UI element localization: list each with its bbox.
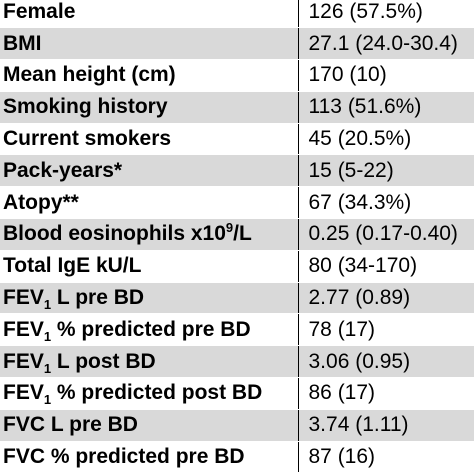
row-value-female: 126 (57.5%): [298, 0, 474, 29]
table-row: FEV1 L post BD 3.06 (0.95): [0, 345, 474, 379]
row-value-blood-eosinophils: 0.25 (0.17-0.40): [298, 218, 474, 251]
row-label-fvc-pct-pre: FVC % predicted pre BD: [0, 441, 299, 474]
row-value-fev1-l-pre: 2.77 (0.89): [298, 282, 474, 315]
label-text: FEV: [3, 381, 44, 405]
table-row: Female 126 (57.5%): [0, 0, 474, 29]
row-label-fev1-pct-post: FEV1 % predicted post BD: [0, 377, 299, 410]
table-row: Total IgE kU/L 80 (34-170): [0, 250, 474, 283]
table-row: FEV1 % predicted pre BD 78 (17): [0, 313, 474, 347]
label-text: FEV: [3, 317, 44, 341]
row-label-pack-years: Pack-years*: [0, 154, 299, 188]
row-label-total-ige: Total IgE kU/L: [0, 250, 299, 283]
row-value-fev1-l-post: 3.06 (0.95): [298, 345, 474, 379]
label-subscript: 1: [43, 392, 52, 408]
table-row: FEV1 % predicted post BD 86 (17): [0, 377, 474, 410]
row-value-current-smokers: 45 (20.5%): [298, 123, 474, 156]
label-superscript: 9: [225, 220, 234, 236]
label-text: L pre BD: [51, 286, 145, 310]
label-subscript: 1: [43, 360, 52, 376]
row-value-bmi: 27.1 (24.0-30.4): [298, 27, 474, 61]
label-text: L post BD: [51, 349, 156, 373]
label-text: FEV: [3, 349, 44, 373]
table-row: Smoking history 113 (51.6%): [0, 91, 474, 124]
row-value-pack-years: 15 (5-22): [298, 154, 474, 188]
label-text: % predicted pre BD: [51, 317, 251, 341]
table-row: FVC % predicted pre BD 87 (16): [0, 441, 474, 474]
row-value-fev1-pct-post: 86 (17): [298, 377, 474, 410]
label-text: % predicted post BD: [51, 381, 263, 405]
table-row: FVC L pre BD 3.74 (1.11): [0, 409, 474, 442]
row-label-female: Female: [0, 0, 299, 29]
row-label-bmi: BMI: [0, 27, 299, 61]
label-subscript: 1: [43, 297, 52, 313]
table-row: FEV1 L pre BD 2.77 (0.89): [0, 282, 474, 315]
table-row: Atopy** 67 (34.3%): [0, 186, 474, 220]
table-row: Current smokers 45 (20.5%): [0, 123, 474, 156]
row-label-fev1-pct-pre: FEV1 % predicted pre BD: [0, 313, 299, 347]
row-label-blood-eosinophils: Blood eosinophils x109/L: [0, 218, 299, 251]
row-value-smoking-history: 113 (51.6%): [298, 91, 474, 124]
row-label-fev1-l-post: FEV1 L post BD: [0, 345, 299, 379]
row-label-fev1-l-pre: FEV1 L pre BD: [0, 282, 299, 315]
table-row: Mean height (cm) 170 (10): [0, 59, 474, 92]
label-text: Blood eosinophils x10: [3, 222, 226, 246]
row-label-current-smokers: Current smokers: [0, 123, 299, 156]
row-label-atopy: Atopy**: [0, 186, 299, 220]
label-text: /L: [233, 222, 252, 246]
label-text: FEV: [3, 286, 44, 310]
row-label-smoking-history: Smoking history: [0, 91, 299, 124]
label-subscript: 1: [43, 329, 52, 345]
row-value-fev1-pct-pre: 78 (17): [298, 313, 474, 347]
row-label-fvc-l-pre: FVC L pre BD: [0, 409, 299, 442]
row-value-fvc-pct-pre: 87 (16): [298, 441, 474, 474]
row-label-mean-height: Mean height (cm): [0, 59, 299, 92]
row-value-atopy: 67 (34.3%): [298, 186, 474, 220]
table-row: BMI 27.1 (24.0-30.4): [0, 27, 474, 61]
table-row: Pack-years* 15 (5-22): [0, 154, 474, 188]
row-value-fvc-l-pre: 3.74 (1.11): [298, 409, 474, 442]
row-value-total-ige: 80 (34-170): [298, 250, 474, 283]
table-row: Blood eosinophils x109/L 0.25 (0.17-0.40…: [0, 218, 474, 251]
row-value-mean-height: 170 (10): [298, 59, 474, 92]
